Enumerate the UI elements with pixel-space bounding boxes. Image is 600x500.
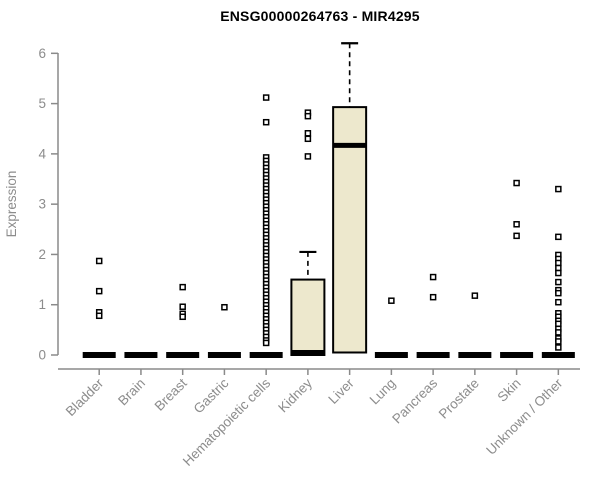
outlier-point (304, 153, 312, 160)
outlier-point (471, 292, 479, 299)
outlier-point (555, 320, 562, 328)
outliers-gastric (221, 303, 228, 311)
box-kidney (290, 278, 326, 356)
outlier-point (95, 257, 103, 265)
outlier-point (555, 289, 562, 297)
x-tick-label-brain: Brain (115, 376, 148, 409)
outlier-point (555, 338, 562, 345)
outliers-unknown-other (555, 185, 562, 351)
outlier-point (95, 312, 103, 320)
y-tick-label: 4 (38, 146, 46, 161)
box-group-kidney (290, 250, 326, 356)
outlier-point (262, 339, 270, 347)
x-tick-label-kidney: Kidney (275, 375, 315, 415)
x-tick-label-skin: Skin (495, 376, 524, 405)
box-group-liver (332, 42, 368, 354)
outliers-bladder (95, 257, 103, 320)
outlier-point (513, 221, 520, 228)
outlier-point (555, 344, 562, 351)
outlier-point (429, 273, 437, 281)
x-tick-label-unknown-other: Unknown / Other (483, 375, 566, 458)
outlier-point (388, 297, 395, 304)
outlier-point (555, 264, 562, 272)
y-tick-label: 0 (38, 348, 46, 363)
outlier-point (304, 130, 312, 137)
box-liver (332, 106, 368, 354)
outlier-point (513, 232, 520, 240)
outliers-pancreas (429, 273, 437, 301)
x-tick-label-lung: Lung (367, 376, 399, 408)
outlier-point (179, 303, 186, 310)
outlier-point (179, 283, 186, 291)
outlier-point (95, 287, 103, 295)
y-tick-label: 5 (38, 96, 46, 111)
y-tick-label: 3 (38, 197, 46, 212)
outlier-point (429, 293, 437, 301)
outliers-kidney (304, 109, 312, 160)
outlier-point (555, 298, 562, 306)
outlier-point (304, 135, 312, 143)
outliers-breast (179, 283, 186, 321)
x-tick-label-prostate: Prostate (436, 376, 482, 422)
y-tick-label: 6 (38, 46, 46, 61)
x-tick-label-pancreas: Pancreas (389, 375, 440, 426)
outlier-point (555, 278, 562, 286)
x-tick-label-gastric: Gastric (191, 375, 232, 416)
outlier-point (555, 329, 562, 336)
x-tick-label-bladder: Bladder (63, 375, 107, 419)
outliers-skin (513, 179, 520, 240)
outliers-prostate (471, 292, 479, 299)
outlier-point (179, 313, 186, 321)
outlier-point (555, 259, 562, 267)
outlier-point (262, 94, 270, 101)
outlier-point (304, 112, 312, 120)
outlier-point (555, 233, 562, 241)
y-axis-title: Expression (4, 171, 19, 238)
outlier-point (513, 179, 520, 187)
y-tick-label: 1 (38, 297, 46, 312)
outliers-hematopoietic-cells (262, 94, 270, 347)
outliers-lung (388, 297, 395, 304)
outlier-point (221, 303, 228, 311)
x-tick-label-liver: Liver (325, 375, 357, 407)
outlier-point (262, 118, 270, 126)
x-tick-label-breast: Breast (152, 375, 190, 413)
y-tick-label: 2 (38, 247, 46, 262)
chart-title: ENSG00000264763 - MIR4295 (220, 8, 420, 24)
outlier-point (555, 269, 562, 277)
outlier-point (555, 185, 562, 193)
